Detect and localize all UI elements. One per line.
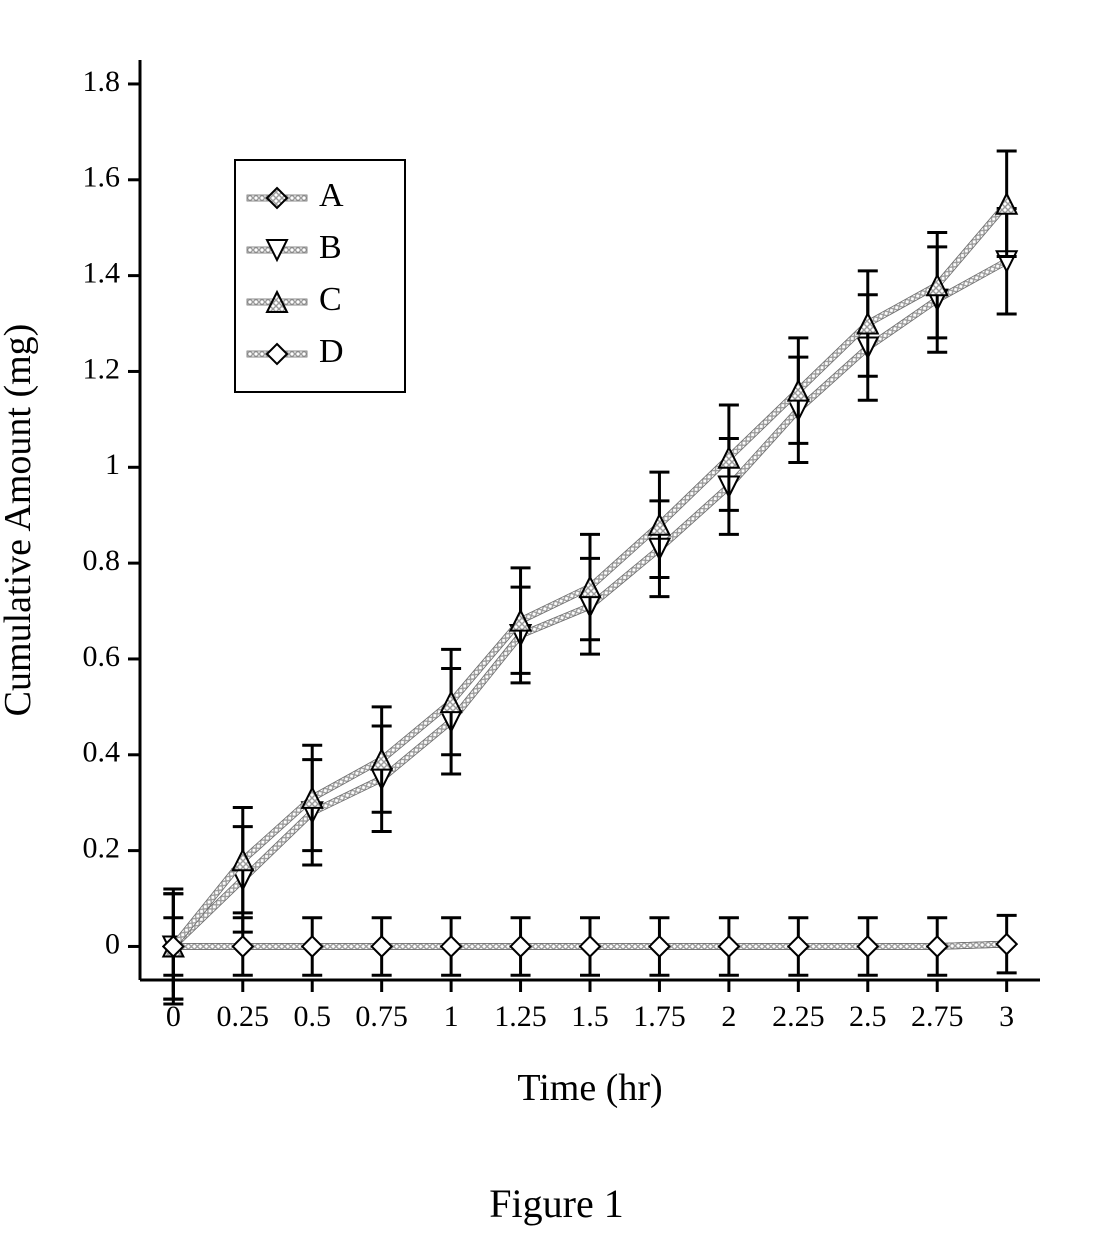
legend-label-D: D xyxy=(319,333,344,370)
xtick-label: 1.5 xyxy=(571,1000,609,1033)
ytick-label: 0.4 xyxy=(83,736,121,769)
ytick-label: 0 xyxy=(105,927,120,960)
line-chart: 00.20.40.60.811.21.41.61.800.250.50.7511… xyxy=(0,0,1113,1255)
xtick-label: 1 xyxy=(444,1000,459,1033)
ytick-label: 1.4 xyxy=(83,257,121,290)
legend-label-C: C xyxy=(319,281,342,318)
xtick-label: 2.25 xyxy=(772,1000,825,1033)
ytick-label: 0.6 xyxy=(83,640,121,673)
xtick-label: 0.25 xyxy=(217,1000,270,1033)
figure-caption: Figure 1 xyxy=(0,1180,1113,1227)
legend-label-A: A xyxy=(319,177,344,214)
ytick-label: 0.8 xyxy=(83,544,121,577)
ytick-label: 1.8 xyxy=(83,65,121,98)
ytick-label: 1 xyxy=(105,448,120,481)
xtick-label: 3 xyxy=(999,1000,1014,1033)
xtick-label: 2.5 xyxy=(849,1000,887,1033)
xtick-label: 1.75 xyxy=(633,1000,686,1033)
ytick-label: 1.2 xyxy=(83,352,121,385)
x-axis-label: Time (hr) xyxy=(517,1067,662,1109)
xtick-label: 2 xyxy=(721,1000,736,1033)
xtick-label: 2.75 xyxy=(911,1000,964,1033)
xtick-label: 1.25 xyxy=(494,1000,547,1033)
y-axis-label: Cumulative Amount (mg) xyxy=(0,324,39,717)
legend: ABCD xyxy=(235,160,405,392)
ytick-label: 0.2 xyxy=(83,832,121,865)
legend-label-B: B xyxy=(319,229,342,266)
xtick-label: 0.75 xyxy=(355,1000,408,1033)
ytick-label: 1.6 xyxy=(83,161,121,194)
xtick-label: 0.5 xyxy=(293,1000,331,1033)
